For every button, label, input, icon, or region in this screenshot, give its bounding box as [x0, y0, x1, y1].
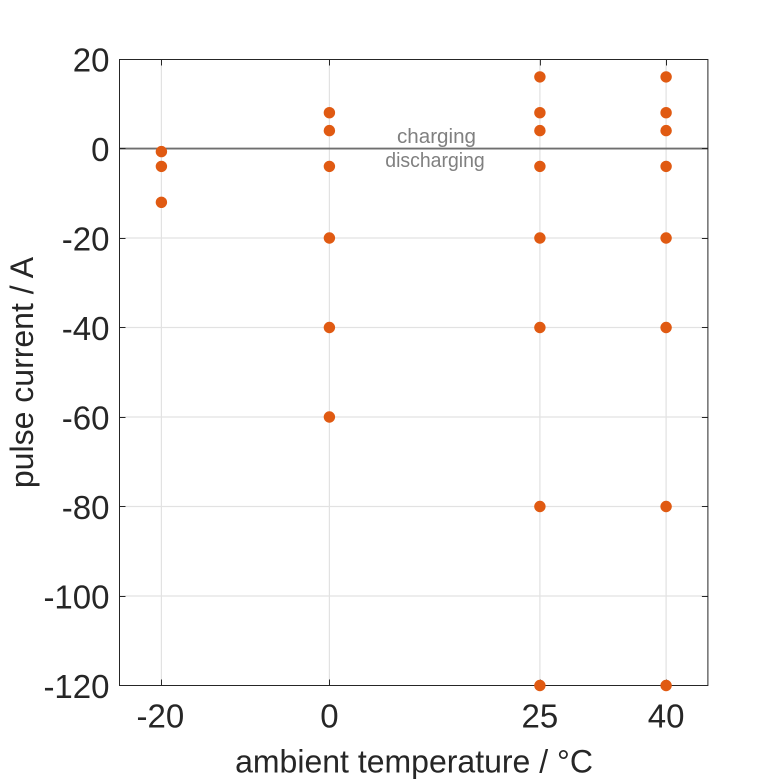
svg-text:-100: -100: [43, 578, 109, 615]
svg-text:25: 25: [522, 698, 559, 735]
svg-text:-120: -120: [43, 668, 109, 705]
svg-text:discharging: discharging: [385, 149, 485, 172]
svg-text:-20: -20: [62, 220, 110, 257]
svg-text:ambient temperature / °C: ambient temperature / °C: [235, 744, 593, 780]
svg-text:-60: -60: [62, 399, 110, 436]
svg-text:pulse current / A: pulse current / A: [4, 256, 40, 488]
svg-text:20: 20: [73, 41, 110, 78]
svg-text:-80: -80: [62, 489, 110, 526]
svg-text:0: 0: [91, 131, 109, 168]
svg-text:-40: -40: [62, 310, 110, 347]
svg-text:charging: charging: [397, 125, 476, 148]
svg-text:0: 0: [320, 698, 338, 735]
svg-text:-20: -20: [137, 698, 185, 735]
svg-text:40: 40: [648, 698, 685, 735]
